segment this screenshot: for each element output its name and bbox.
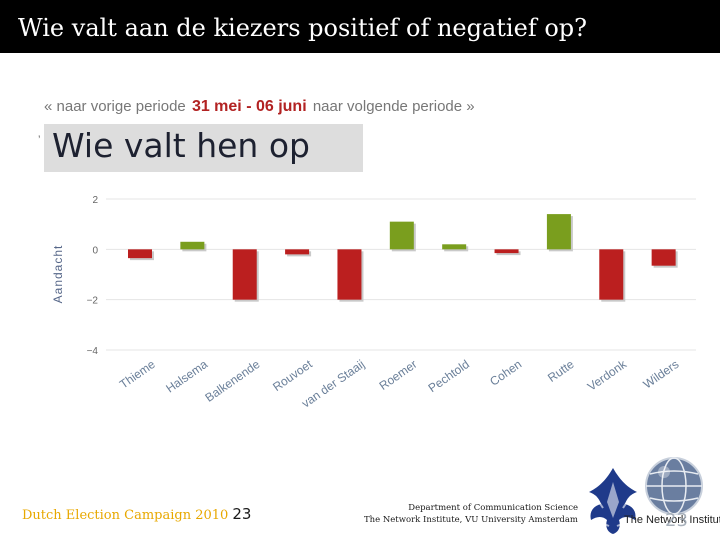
x-tick-label: Roemer: [377, 357, 420, 393]
previous-period-link[interactable]: « naar vorige periode: [44, 98, 186, 115]
bar-layer: [128, 214, 678, 302]
footer-campaign: Dutch Election Campaign 2010 23: [22, 505, 251, 523]
period-navigation: « naar vorige periode 31 mei - 06 juni n…: [44, 98, 475, 116]
bar-thieme[interactable]: [128, 249, 152, 259]
bar-van-der-staaij[interactable]: [337, 249, 362, 300]
bar-wilders[interactable]: [651, 249, 676, 266]
network-institute-logo-text: The Network Institute: [624, 514, 720, 526]
x-tick-label: Rouvoet: [270, 357, 315, 394]
bar-cohen[interactable]: [494, 249, 519, 254]
x-tick-label: Wilders: [641, 357, 682, 391]
department-info: Department of Communication Science The …: [362, 502, 578, 526]
y-tick-label: −4: [87, 346, 99, 357]
bar-roemer[interactable]: [389, 221, 414, 250]
bar-rutte[interactable]: [546, 214, 571, 250]
slide-number-watermark: 23: [665, 510, 688, 531]
department-line-1: Department of Communication Science: [408, 503, 578, 513]
x-tick-label: Cohen: [487, 357, 524, 389]
network-institute-globe-icon: [645, 457, 703, 515]
y-tick-label: −2: [87, 296, 99, 307]
bar-halsema[interactable]: [180, 241, 205, 250]
bar-pechtold[interactable]: [442, 244, 467, 250]
department-line-2: The Network Institute, VU University Ams…: [363, 515, 578, 525]
bar-rouvoet[interactable]: [285, 249, 310, 255]
chart-heading: Wie valt hen op: [52, 126, 310, 165]
bar-verdonk[interactable]: [599, 249, 624, 300]
x-tick-label: Thieme: [117, 357, 158, 392]
vu-griffin-logo-icon: [589, 468, 637, 534]
x-tick-label: Rutte: [545, 357, 577, 385]
bar-balkenende[interactable]: [232, 249, 257, 300]
chart-heading-box: Wie valt hen op: [44, 124, 363, 172]
x-tick-label: Pechtold: [426, 357, 472, 395]
bar-shadow: [496, 251, 521, 256]
campaign-label: Dutch Election Campaign 2010: [22, 508, 229, 523]
next-period-link[interactable]: naar volgende periode »: [312, 98, 475, 115]
current-period: 31 mei - 06 juni: [191, 98, 307, 115]
x-tick-label: Balkenende: [202, 357, 262, 405]
y-tick-label: 0: [92, 245, 98, 256]
x-tick-label: Halsema: [163, 357, 210, 396]
x-tick-label: Verdonk: [585, 356, 630, 393]
slide-number: 23: [232, 505, 252, 523]
slide-title: Wie valt aan de kiezers positief of nega…: [18, 14, 588, 42]
title-bar: Wie valt aan de kiezers positief of nega…: [0, 0, 720, 53]
y-axis-label: Aandacht: [51, 245, 65, 304]
stray-mark: ’: [38, 134, 41, 146]
y-tick-label: 2: [92, 195, 98, 206]
